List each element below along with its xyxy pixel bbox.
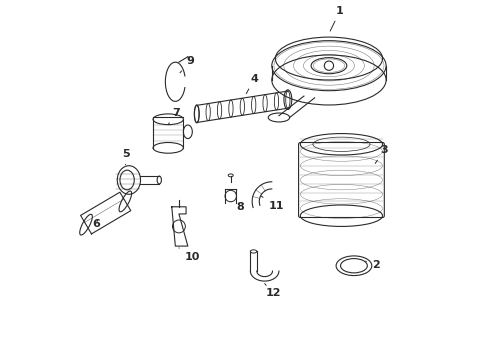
- Text: 5: 5: [122, 149, 129, 165]
- Text: 8: 8: [231, 202, 244, 212]
- Text: 3: 3: [375, 145, 389, 163]
- Text: 1: 1: [330, 6, 344, 31]
- Text: 7: 7: [168, 108, 179, 125]
- Text: 12: 12: [265, 284, 281, 298]
- Text: 10: 10: [179, 248, 199, 262]
- Text: 6: 6: [92, 219, 100, 229]
- Text: 4: 4: [246, 74, 258, 94]
- Text: 9: 9: [180, 56, 194, 73]
- Text: 2: 2: [366, 260, 380, 270]
- Text: 11: 11: [261, 196, 284, 211]
